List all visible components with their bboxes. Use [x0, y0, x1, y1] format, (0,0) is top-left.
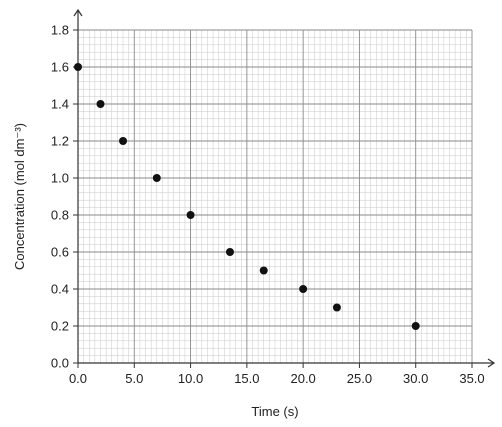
y-tick-label: 0.2 — [51, 319, 69, 334]
y-axis-arrow — [73, 8, 83, 17]
y-tick-labels: 0.0 0.2 0.4 0.6 0.8 1.0 1.2 1.4 1.6 1.8 — [51, 23, 78, 371]
x-tick-label: 35.0 — [459, 371, 484, 386]
minor-grid — [78, 30, 472, 363]
y-tick-label: 1.2 — [51, 134, 69, 149]
y-tick-label: 1.0 — [51, 171, 69, 186]
y-tick-label: 0.0 — [51, 356, 69, 371]
y-tick-label: 0.4 — [51, 282, 69, 297]
y-tick-label: 1.6 — [51, 60, 69, 75]
axes — [73, 8, 496, 368]
data-point — [225, 248, 234, 256]
y-tick-label: 1.4 — [51, 97, 69, 112]
data-point — [119, 137, 128, 145]
y-tick-label: 1.8 — [51, 23, 69, 38]
x-tick-label: 15.0 — [234, 371, 259, 386]
data-point — [259, 266, 268, 275]
data-points — [74, 63, 420, 330]
data-point — [411, 322, 420, 330]
data-point — [152, 174, 161, 182]
y-tick-label: 0.6 — [51, 245, 69, 260]
x-axis-title: Time (s) — [251, 404, 298, 419]
x-tick-labels: 0.0 5.0 10.0 15.0 20.0 25.0 30.0 35.0 — [69, 363, 485, 386]
x-tick-label: 20.0 — [290, 371, 315, 386]
x-tick-label: 0.0 — [69, 371, 87, 386]
y-tick-label: 0.8 — [51, 208, 69, 223]
x-tick-label: 5.0 — [125, 371, 143, 386]
y-axis-title: Concentration (mol dm⁻³) — [12, 123, 27, 270]
data-point — [74, 63, 82, 71]
x-tick-label: 25.0 — [347, 371, 372, 386]
data-point — [186, 211, 195, 219]
x-tick-label: 10.0 — [178, 371, 203, 386]
x-tick-label: 30.0 — [403, 371, 428, 386]
data-point — [96, 100, 105, 108]
data-point — [332, 303, 341, 312]
x-axis-arrow — [487, 358, 496, 368]
data-point — [299, 285, 308, 293]
major-grid — [77, 29, 473, 364]
